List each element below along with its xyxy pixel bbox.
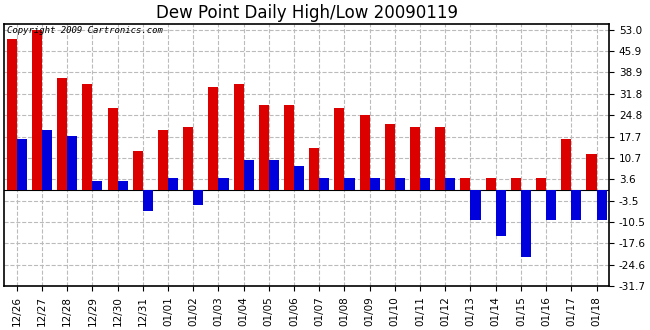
Bar <box>193 190 203 205</box>
Bar <box>571 190 581 220</box>
Bar <box>42 130 52 190</box>
Title: Dew Point Daily High/Low 20090119: Dew Point Daily High/Low 20090119 <box>155 4 458 22</box>
Bar <box>92 181 103 190</box>
Bar <box>511 178 521 190</box>
Bar <box>309 148 319 190</box>
Bar <box>6 39 17 190</box>
Bar <box>32 30 42 190</box>
Bar <box>83 84 92 190</box>
Bar <box>359 115 370 190</box>
Bar <box>445 178 456 190</box>
Bar <box>536 178 546 190</box>
Bar <box>183 127 193 190</box>
Bar <box>209 87 218 190</box>
Bar <box>143 190 153 211</box>
Bar <box>410 127 420 190</box>
Bar <box>546 190 556 220</box>
Bar <box>284 106 294 190</box>
Bar <box>168 178 178 190</box>
Bar <box>57 78 67 190</box>
Bar <box>118 181 127 190</box>
Bar <box>586 154 597 190</box>
Bar <box>460 178 471 190</box>
Bar <box>218 178 229 190</box>
Bar <box>107 109 118 190</box>
Bar <box>67 136 77 190</box>
Bar <box>486 178 496 190</box>
Bar <box>436 127 445 190</box>
Bar <box>259 106 269 190</box>
Bar <box>385 124 395 190</box>
Bar <box>344 178 354 190</box>
Bar <box>269 160 279 190</box>
Bar <box>294 166 304 190</box>
Bar <box>158 130 168 190</box>
Bar <box>597 190 606 220</box>
Bar <box>420 178 430 190</box>
Bar <box>244 160 254 190</box>
Bar <box>561 139 571 190</box>
Bar <box>319 178 330 190</box>
Bar <box>395 178 405 190</box>
Bar <box>233 84 244 190</box>
Bar <box>17 139 27 190</box>
Bar <box>521 190 531 257</box>
Bar <box>370 178 380 190</box>
Bar <box>496 190 506 236</box>
Bar <box>133 151 143 190</box>
Bar <box>471 190 480 220</box>
Bar <box>334 109 345 190</box>
Text: Copyright 2009 Cartronics.com: Copyright 2009 Cartronics.com <box>7 26 163 35</box>
